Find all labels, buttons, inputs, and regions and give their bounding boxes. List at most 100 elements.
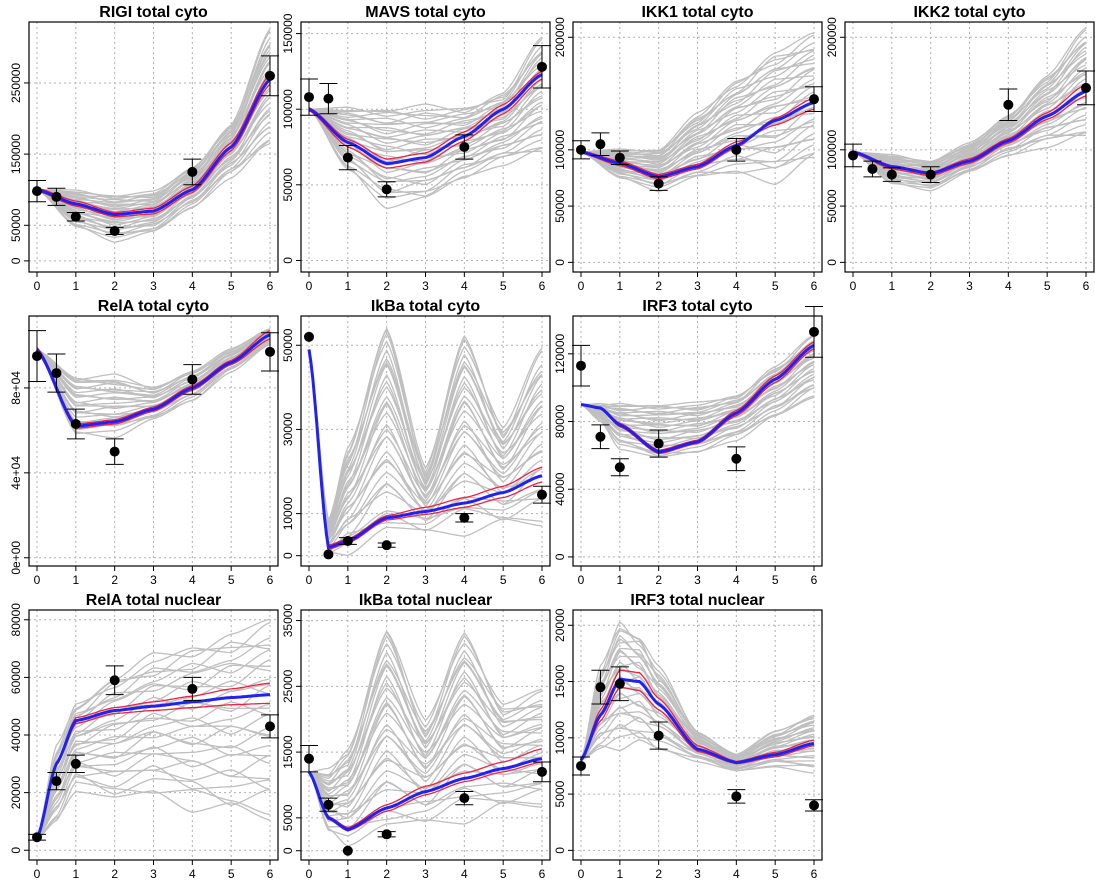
- data-point: [265, 346, 275, 357]
- ensemble-line: [308, 349, 543, 556]
- ensemble-line: [308, 334, 543, 526]
- x-tick-label: 2: [383, 867, 390, 881]
- ensemble-line: [580, 650, 815, 761]
- data-point: [304, 92, 314, 103]
- panel-title: IKK2 total cyto: [913, 4, 1025, 21]
- ensemble-line: [852, 35, 1087, 166]
- panel-2: MAVS total cyto 0 1 2 3 4 5 6 0 50000 100000 150000: [281, 4, 551, 293]
- x-tick-label: 1: [344, 279, 351, 293]
- ensemble-line: [308, 649, 543, 785]
- ci-upper-line: [308, 748, 543, 829]
- y-tick-label: 80000: [9, 603, 23, 637]
- ensemble-line: [308, 51, 543, 120]
- x-tick-label: 2: [927, 279, 934, 293]
- y-tick-label: 50000: [9, 208, 23, 242]
- best-fit-line: [852, 89, 1087, 176]
- y-tick-label: 0: [553, 553, 567, 560]
- y-tick-label: 0e+00: [9, 541, 23, 575]
- x-tick-label: 4: [189, 867, 196, 881]
- x-tick-label: 4: [733, 573, 740, 587]
- ensemble-line: [580, 106, 815, 174]
- panel-title: IRF3 total nuclear: [630, 592, 764, 609]
- ci-upper-line: [36, 73, 271, 214]
- data-point: [614, 152, 625, 163]
- x-tick-label: 5: [1044, 279, 1051, 293]
- x-tick-label: 3: [150, 279, 157, 293]
- ensemble-line: [580, 124, 815, 182]
- data-point: [323, 799, 334, 810]
- y-tick-label: 15000: [281, 735, 295, 769]
- data-point: [304, 331, 314, 342]
- panel-title: IkBa total nuclear: [359, 592, 492, 609]
- best-fit-line: [35, 693, 270, 840]
- y-tick-label: 200000: [825, 17, 839, 57]
- y-tick-label: 20000: [9, 776, 23, 810]
- y-tick-label: 200000: [553, 17, 567, 57]
- x-tick-label: 3: [422, 573, 429, 587]
- ci-lower-line: [580, 97, 815, 180]
- data-point: [187, 374, 198, 385]
- data-point: [925, 169, 936, 180]
- panel-title: RelA total cyto: [98, 298, 210, 315]
- ensemble-line: [308, 630, 543, 773]
- ensemble-line: [308, 664, 543, 782]
- ensemble-line: [308, 349, 543, 535]
- x-tick-label: 5: [772, 279, 779, 293]
- ensemble-line: [36, 45, 271, 203]
- ensemble-line: [36, 773, 271, 840]
- y-tick-label: 5000: [281, 804, 295, 831]
- x-tick-label: 0: [34, 279, 41, 293]
- ensemble-line: [308, 349, 543, 553]
- ensemble-line: [36, 790, 271, 840]
- y-tick-label: 8e+04: [9, 371, 23, 405]
- data-point: [187, 166, 198, 177]
- x-tick-label: 0: [850, 279, 857, 293]
- x-tick-label: 5: [500, 573, 507, 587]
- panel-10: IRF3 total nuclear 0 1 2 3 4 5 6 0 5000 10000 15000…: [553, 592, 823, 881]
- ensemble-line: [580, 739, 815, 774]
- data-point: [32, 351, 42, 362]
- ensemble-line: [308, 723, 543, 807]
- x-tick-label: 0: [306, 867, 313, 881]
- data-point: [731, 791, 742, 802]
- ensemble-line: [308, 349, 543, 542]
- best-fit-line: [308, 73, 543, 166]
- data-point: [32, 186, 42, 197]
- x-tick-label: 3: [694, 279, 701, 293]
- ensemble-line: [308, 332, 543, 526]
- x-tick-label: 0: [306, 573, 313, 587]
- x-tick-label: 3: [150, 867, 157, 881]
- ensemble-line: [308, 85, 543, 153]
- y-tick-label: 0: [281, 257, 295, 264]
- ensemble-line: [36, 664, 271, 839]
- ensemble-line: [580, 627, 815, 761]
- x-tick-label: 6: [539, 867, 546, 881]
- data-point: [51, 191, 62, 202]
- ensemble-line: [36, 333, 271, 399]
- x-tick-label: 4: [461, 279, 468, 293]
- ensemble-line: [852, 42, 1087, 167]
- x-tick-label: 3: [422, 867, 429, 881]
- data-point: [51, 776, 62, 787]
- x-tick-label: 6: [539, 279, 546, 293]
- ensemble-line: [581, 334, 815, 407]
- ensemble-line: [36, 703, 271, 839]
- ensemble-line: [308, 651, 543, 786]
- ensemble-line: [308, 38, 543, 117]
- x-tick-label: 3: [150, 573, 157, 587]
- x-tick-label: 6: [539, 573, 546, 587]
- x-tick-label: 2: [111, 573, 118, 587]
- ensemble-line: [36, 28, 271, 198]
- x-tick-label: 0: [34, 867, 41, 881]
- ensemble-line: [36, 37, 271, 203]
- x-tick-label: 1: [72, 573, 79, 587]
- data-point: [576, 360, 586, 371]
- data-point: [576, 760, 586, 771]
- y-tick-label: 40000: [9, 718, 23, 752]
- ensemble-line: [308, 349, 543, 527]
- x-tick-label: 4: [461, 867, 468, 881]
- ensemble-line: [580, 395, 815, 454]
- y-tick-label: 20000: [553, 608, 567, 642]
- y-tick-label: 120000: [553, 334, 567, 374]
- data-point: [614, 462, 625, 473]
